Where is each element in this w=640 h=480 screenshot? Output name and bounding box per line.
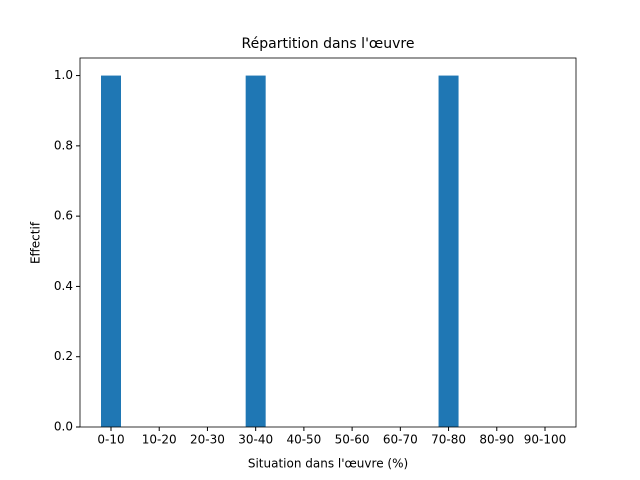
x-tick-label: 40-50 <box>286 433 321 447</box>
x-tick-label: 60-70 <box>383 433 418 447</box>
chart-title: Répartition dans l'œuvre <box>242 36 415 52</box>
bar <box>438 75 459 428</box>
x-tick-label: 20-30 <box>190 433 225 447</box>
y-tick-label: 0.6 <box>54 209 73 223</box>
x-tick-label: 50-60 <box>335 433 370 447</box>
y-axis-label: Effectif <box>29 221 43 264</box>
y-tick-label: 0.4 <box>54 279 73 293</box>
bar <box>101 75 121 428</box>
y-tick-label: 0.8 <box>54 138 73 152</box>
x-tick-label: 0-10 <box>97 433 124 447</box>
x-tick-label: 70-80 <box>431 433 466 447</box>
bar <box>245 75 266 428</box>
x-tick-label: 10-20 <box>142 433 177 447</box>
y-tick-label: 1.0 <box>54 68 73 82</box>
x-axis-label: Situation dans l'œuvre (%) <box>248 457 408 471</box>
y-tick-label: 0.0 <box>54 420 73 434</box>
x-tick-label: 80-90 <box>479 433 514 447</box>
x-tick-label: 90-100 <box>524 433 567 447</box>
y-tick-label: 0.2 <box>54 349 73 363</box>
x-tick-label: 30-40 <box>238 433 273 447</box>
plot-frame <box>79 57 577 428</box>
